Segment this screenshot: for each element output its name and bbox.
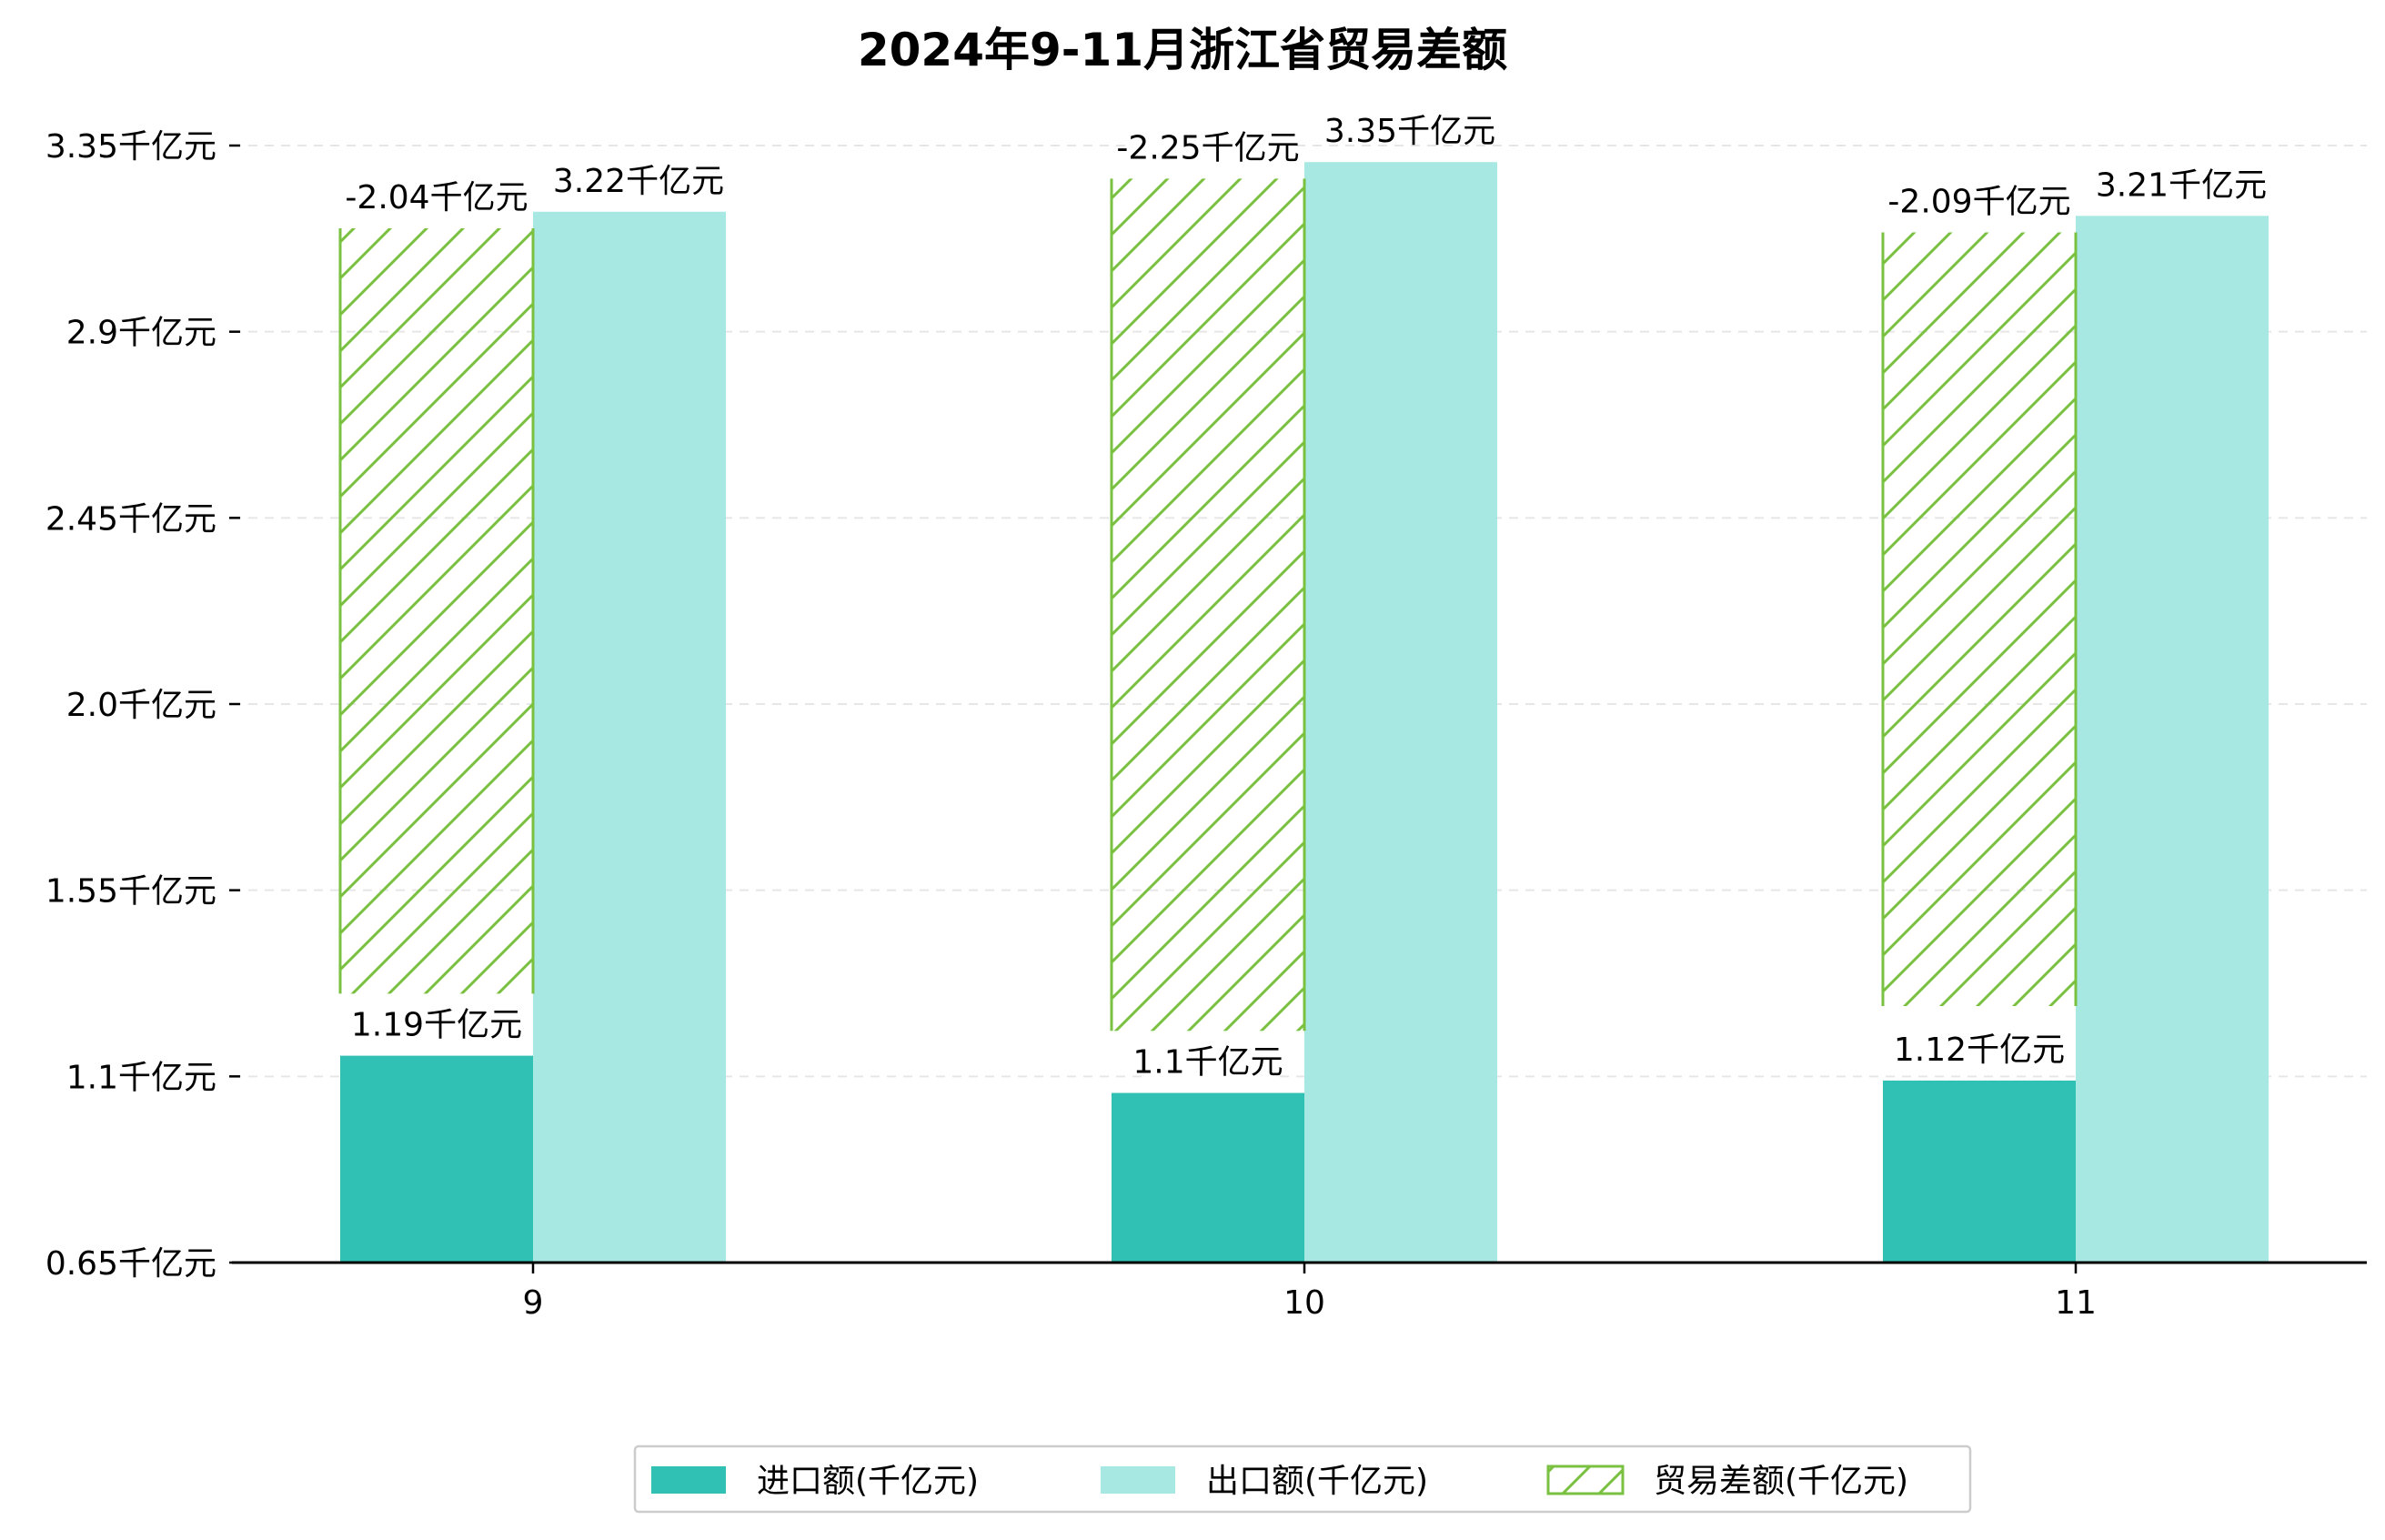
bar-import — [1883, 1080, 2076, 1263]
bar-import — [1112, 1092, 1304, 1263]
data-label: 3.35千亿元 — [1324, 113, 1495, 150]
data-label: 1.1千亿元 — [1132, 1044, 1283, 1082]
data-label: 1.12千亿元 — [1894, 1032, 2065, 1069]
data-label: -2.25千亿元 — [1116, 129, 1299, 166]
axes: 0.65千亿元 1.1千亿元 1.55千亿元 2.0千亿元 2.45千亿元 2.9千亿元 3… — [45, 128, 2367, 1322]
legend-box — [633, 1444, 1972, 1514]
data-label-bg — [1897, 172, 2062, 226]
legend-label: 进口额(千亿元) — [757, 1463, 979, 1500]
data-labels: 3.22千亿元 -2.04千亿元 1.19千亿元 3.35千亿元 -2.25千亿元 1.1… — [345, 113, 2267, 1086]
y-tick-label: 2.0千亿元 — [66, 687, 216, 724]
y-tick-label: 2.45千亿元 — [45, 500, 216, 538]
x-tick-label: 9 — [523, 1284, 544, 1322]
y-tick-label: 1.55千亿元 — [45, 873, 216, 911]
data-label-bg — [1905, 1020, 2054, 1073]
x-tick-label: 11 — [2055, 1284, 2097, 1322]
legend: 进口额(千亿元) 出口额(千亿元) 贸易差额(千亿元) — [633, 1444, 1972, 1514]
bar-export — [533, 211, 726, 1263]
bar-import — [340, 1055, 533, 1263]
data-label-bg — [354, 167, 519, 221]
data-label: 3.21千亿元 — [2096, 166, 2267, 204]
x-tick-label: 10 — [1283, 1284, 1325, 1322]
data-label-bg — [362, 995, 511, 1049]
legend-swatch — [1101, 1466, 1175, 1494]
y-tick-label: 3.35千亿元 — [45, 128, 216, 166]
bar-balance — [340, 227, 533, 994]
bars — [338, 162, 2269, 1263]
y-tick-label: 1.1千亿元 — [66, 1059, 216, 1096]
chart-title: 2024年9-11月浙江省贸易差额 — [858, 24, 1507, 76]
data-label: -2.04千亿元 — [345, 179, 528, 216]
y-tick-label: 0.65千亿元 — [45, 1245, 216, 1283]
legend-swatch — [651, 1466, 726, 1494]
bar-export — [2076, 216, 2269, 1263]
data-label-bg — [1142, 1032, 1273, 1086]
data-label: 1.19千亿元 — [351, 1007, 522, 1044]
bar-balance — [1112, 178, 1304, 1032]
data-label: 3.22千亿元 — [553, 163, 724, 200]
data-label-bg — [1125, 118, 1291, 172]
bar-export — [1304, 162, 1497, 1263]
legend-label: 贸易差额(千亿元) — [1654, 1463, 1908, 1500]
y-tick-label: 2.9千亿元 — [66, 315, 216, 352]
bar-balance — [1883, 232, 2076, 1007]
data-label: -2.09千亿元 — [1887, 184, 2070, 221]
legend-label: 出口额(千亿元) — [1206, 1463, 1428, 1500]
legend-swatch — [1546, 1465, 1625, 1495]
